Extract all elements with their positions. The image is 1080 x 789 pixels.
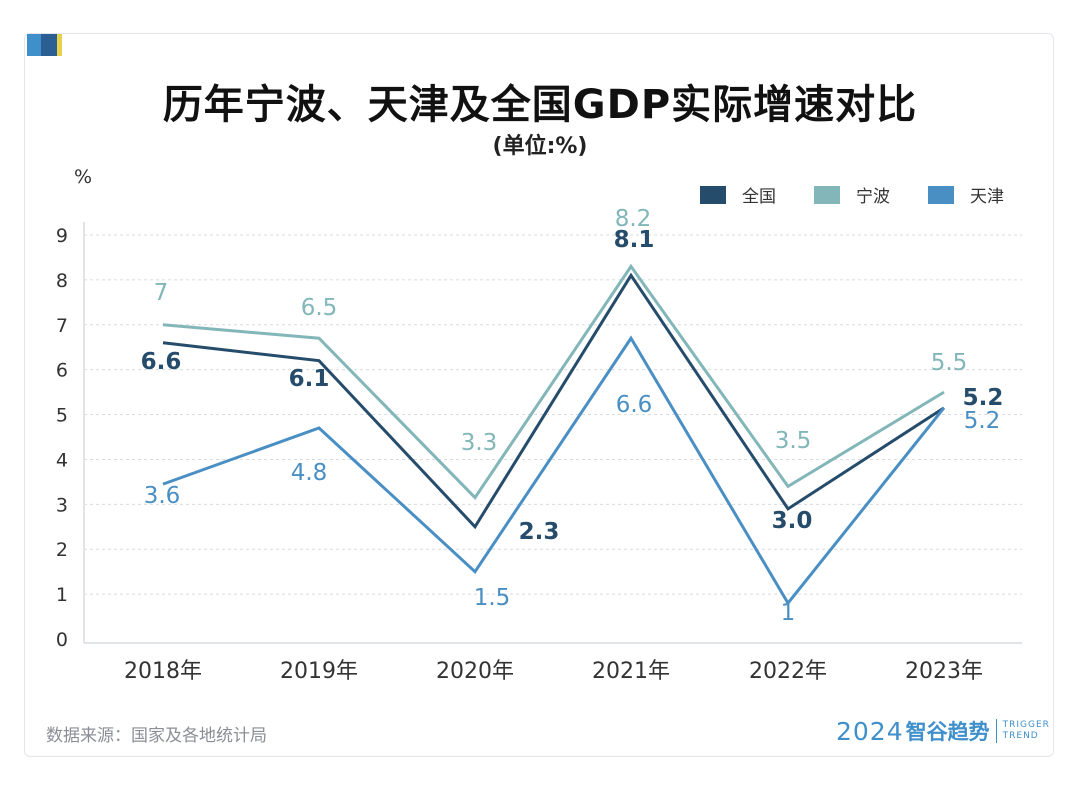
legend-item-tianjin: 天津 (928, 182, 1004, 207)
y-tick-label-9: 9 (56, 225, 68, 247)
y-tick-label-5: 5 (56, 405, 68, 427)
y-tick-label-7: 7 (56, 315, 68, 337)
brand-name: 智谷趋势 (905, 720, 990, 744)
series-line-national (162, 272, 945, 530)
legend-swatch-ningbo (814, 185, 840, 204)
legend-item-ningbo: 宁波 (814, 182, 890, 207)
legend-label-ningbo: 宁波 (856, 187, 890, 207)
data-label-national-2020: 2.3 (519, 519, 560, 545)
brand-logo: 2024 智谷趋势 TRIGGER TREND (836, 716, 1050, 746)
legend-item-national: 全国 (700, 182, 776, 207)
x-tick-label-2019: 2019年 (280, 659, 358, 684)
legend-label-national: 全国 (742, 187, 776, 207)
y-tick-label-3: 3 (56, 494, 68, 516)
chart-card (24, 33, 1054, 757)
data-label-national-2019: 6.1 (289, 366, 330, 392)
legend: 全国 宁波 天津 (700, 182, 1004, 207)
data-label-national-2018: 6.6 (141, 349, 182, 375)
data-label-tianjin-2022: 1 (781, 600, 796, 626)
data-label-tianjin-2019: 4.8 (291, 460, 328, 486)
data-label-ningbo-2019: 6.5 (301, 295, 338, 321)
brand-en-top: TRIGGER (1002, 720, 1050, 730)
brand-english: TRIGGER TREND (1003, 720, 1050, 742)
data-source: 数据来源：国家及各地统计局 (46, 726, 267, 746)
y-tick-label-2: 2 (56, 539, 68, 561)
chart-subtitle: (单位:%) (492, 134, 588, 159)
data-label-ningbo-2018: 7 (154, 280, 169, 306)
data-label-ningbo-2020: 3.3 (461, 430, 498, 456)
y-tick-label-0: 0 (56, 629, 68, 651)
x-tick-label-2021: 2021年 (592, 659, 670, 684)
chart-title: 历年宁波、天津及全国GDP实际增速对比 (162, 82, 918, 128)
data-label-tianjin-2021: 6.6 (616, 392, 653, 418)
y-tick-label-6: 6 (56, 360, 68, 382)
x-tick-label-2018: 2018年 (124, 659, 202, 684)
legend-label-tianjin: 天津 (970, 187, 1004, 207)
y-tick-label-1: 1 (56, 584, 68, 606)
x-tick-label-2023: 2023年 (905, 659, 983, 684)
legend-swatch-tianjin (928, 185, 954, 204)
data-label-national-2023: 5.2 (963, 385, 1004, 411)
y-tick-label-8: 8 (56, 270, 68, 292)
brand-en-bottom: TREND (1002, 731, 1039, 741)
series-line-tianjin (162, 335, 946, 606)
data-label-ningbo-2021: 8.2 (615, 206, 652, 232)
y-tick-label-4: 4 (56, 449, 68, 471)
brand-year: 2024 (836, 716, 904, 746)
x-tick-label-2020: 2020年 (436, 659, 514, 684)
data-label-ningbo-2022: 3.5 (775, 428, 812, 454)
data-label-tianjin-2020: 1.5 (474, 585, 511, 611)
data-label-ningbo-2023: 5.5 (931, 350, 968, 376)
data-label-tianjin-2023: 5.2 (964, 408, 1001, 434)
x-tick-label-2022: 2022年 (749, 659, 827, 684)
corner-decoration (27, 34, 62, 56)
series-line-ningbo (162, 263, 945, 500)
brand-divider (995, 719, 997, 743)
data-label-national-2021: 8.1 (614, 227, 655, 253)
legend-swatch-national (700, 185, 726, 204)
data-label-tianjin-2018: 3.6 (144, 483, 181, 509)
y-unit-label: % (74, 166, 93, 188)
data-label-national-2022: 3.0 (772, 508, 813, 534)
